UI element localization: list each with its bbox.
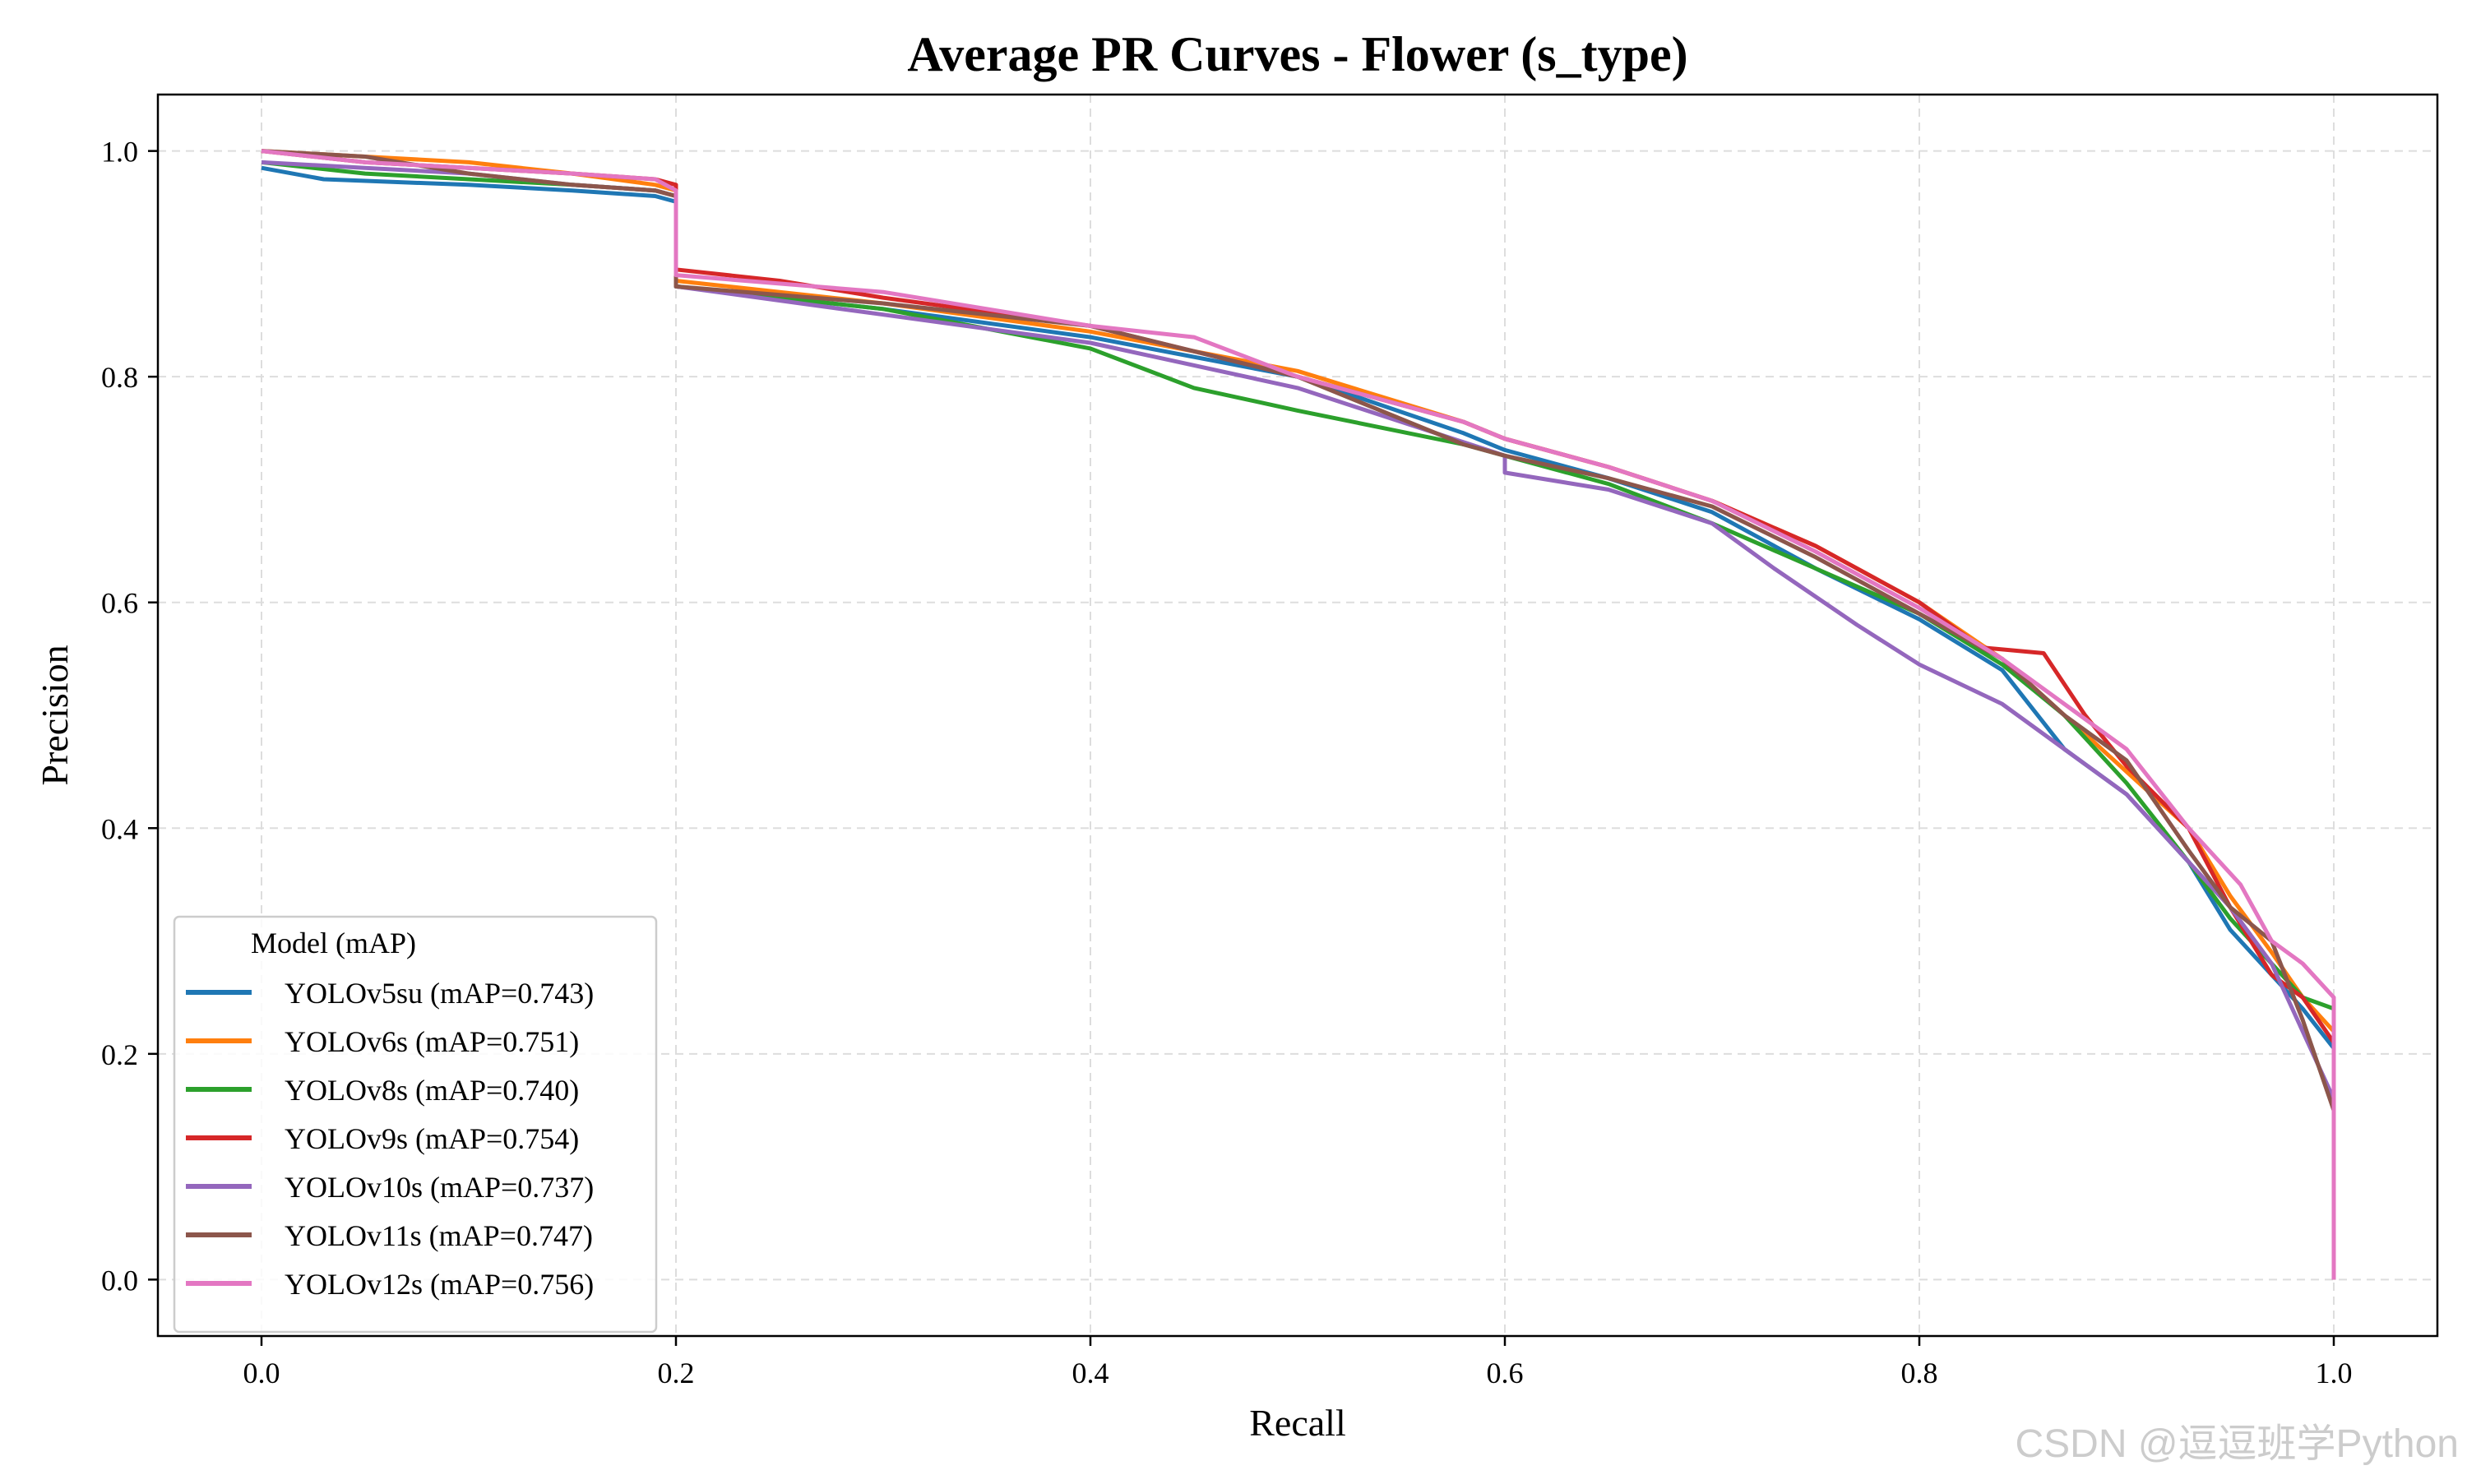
watermark-text: CSDN @逗逗班学Python bbox=[2015, 1422, 2459, 1466]
series-line-7 bbox=[261, 149, 2336, 1280]
y-tick-label: 0.4 bbox=[101, 812, 138, 845]
x-tick-label: 0.2 bbox=[658, 1357, 695, 1389]
y-tick-label: 0.0 bbox=[101, 1264, 138, 1297]
y-tick-label: 1.0 bbox=[101, 136, 138, 169]
plot-frame bbox=[156, 93, 2439, 1338]
legend-entry-label: YOLOv5su (mAP=0.743) bbox=[285, 977, 594, 1010]
x-tick-label: 1.0 bbox=[2316, 1357, 2353, 1389]
legend-entry-label: YOLOv9s (mAP=0.754) bbox=[285, 1122, 579, 1155]
chart-title: Average PR Curves - Flower (s_type) bbox=[907, 27, 1687, 81]
y-tick-label: 0.8 bbox=[101, 361, 138, 394]
legend: Model (mAP) YOLOv5su (mAP=0.743) YOLOv6s (… bbox=[173, 915, 658, 1334]
x-axis-label: Recall bbox=[1249, 1402, 1346, 1444]
y-axis-label: Precision bbox=[34, 645, 76, 785]
x-tick-label: 0.4 bbox=[1072, 1357, 1109, 1389]
axis-layer: 0.0 0.2 0.4 0.6 0.8 1.0 0.0 0.2 0.4 0.6 0.8 1.0 bbox=[101, 136, 2353, 1389]
legend-entry-label: YOLOv12s (mAP=0.756) bbox=[285, 1268, 594, 1301]
y-tick-label: 0.2 bbox=[101, 1038, 138, 1071]
series-layer bbox=[261, 149, 2336, 1280]
x-tick-label: 0.0 bbox=[243, 1357, 280, 1389]
legend-entry-label: YOLOv10s (mAP=0.737) bbox=[285, 1171, 594, 1204]
legend-box bbox=[173, 915, 658, 1334]
legend-entry-label: YOLOv6s (mAP=0.751) bbox=[285, 1025, 579, 1058]
x-tick-label: 0.6 bbox=[1487, 1357, 1524, 1389]
y-tick-label: 0.6 bbox=[101, 587, 138, 620]
legend-entry-label: YOLOv8s (mAP=0.740) bbox=[285, 1074, 579, 1107]
x-tick-label: 0.8 bbox=[1901, 1357, 1938, 1389]
legend-entry-label: YOLOv11s (mAP=0.747) bbox=[285, 1219, 593, 1252]
series-line-6 bbox=[261, 149, 2336, 1280]
legend-title: Model (mAP) bbox=[251, 927, 416, 959]
